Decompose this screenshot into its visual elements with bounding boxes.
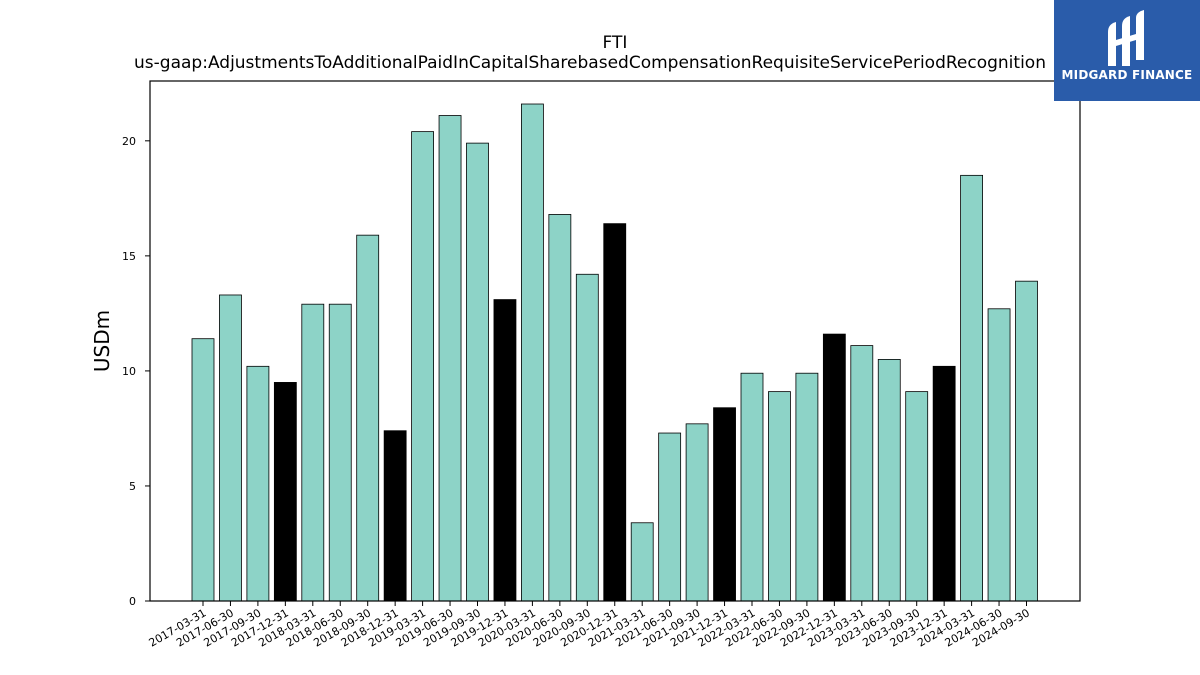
bar-2020-06-30 [548, 214, 572, 602]
bar-2021-06-30 [658, 432, 682, 602]
bar-2019-06-30 [438, 115, 462, 602]
bar-2022-03-31 [740, 372, 764, 602]
brand-logo: MIDGARD FINANCE [1054, 0, 1200, 101]
bar-2018-03-31 [301, 303, 325, 602]
y-tick-label: 5 [129, 480, 136, 493]
chart-subtitle: us-gaap:AdjustmentsToAdditionalPaidInCap… [134, 53, 1046, 73]
bar-2018-09-30 [356, 234, 380, 602]
bar-2020-03-31 [521, 103, 544, 602]
bar-2023-09-30 [905, 391, 929, 602]
y-tick-label: 10 [122, 365, 136, 378]
bar-2020-09-30 [575, 273, 599, 602]
bar-2021-12-31 [713, 407, 736, 602]
bar-2023-03-31 [850, 345, 874, 602]
bar-2022-09-30 [795, 372, 819, 602]
bar-2023-12-31 [932, 365, 956, 602]
x-axis: 2017-03-312017-06-302017-09-302017-12-31… [147, 601, 1032, 650]
bar-2017-03-31 [191, 338, 215, 602]
bar-2018-12-31 [383, 430, 407, 602]
y-axis-label: USDm [90, 310, 114, 372]
bar-2019-12-31 [493, 299, 517, 602]
y-tick-label: 0 [129, 595, 136, 608]
bar-2021-09-30 [685, 423, 709, 602]
bar-2017-12-31 [273, 382, 297, 602]
bar-2018-06-30 [328, 303, 352, 602]
y-tick-label: 15 [122, 250, 136, 263]
bar-2019-03-31 [411, 131, 435, 602]
y-axis: 0 5 10 15 20 [122, 135, 150, 608]
bars [191, 103, 1038, 602]
bar-2023-06-30 [877, 359, 901, 602]
bar-2024-09-30 [1015, 280, 1038, 602]
bar-2024-06-30 [987, 308, 1011, 602]
logo-text: MIDGARD FINANCE [1061, 68, 1193, 82]
bar-2022-12-31 [822, 333, 846, 602]
bar-2024-03-31 [960, 174, 983, 602]
bar-2019-09-30 [466, 142, 489, 602]
chart-title: FTI [603, 33, 628, 53]
bar-2017-06-30 [219, 294, 242, 602]
bar-2020-12-31 [603, 223, 627, 602]
logo-mark-icon [1108, 10, 1144, 66]
bar-2022-06-30 [768, 391, 791, 602]
bar-2021-03-31 [630, 522, 654, 602]
bar-2017-09-30 [246, 365, 270, 602]
y-tick-label: 20 [122, 135, 136, 148]
